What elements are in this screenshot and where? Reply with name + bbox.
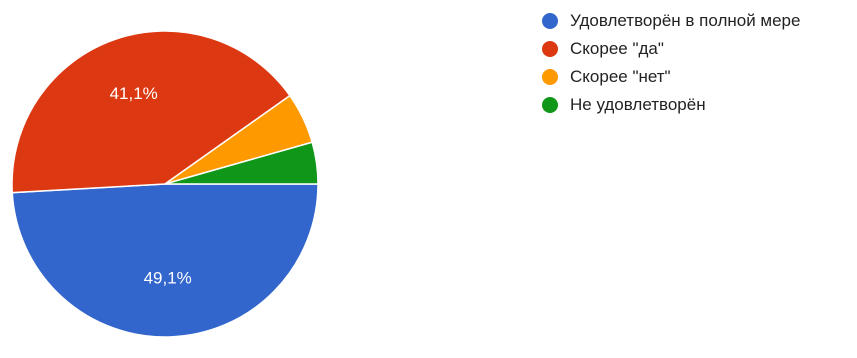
legend-label: Скорее "да" <box>570 39 664 58</box>
legend-swatch-not-satisfied <box>542 97 558 113</box>
slice-not-satisfied[interactable] <box>164 141 319 185</box>
legend-label: Скорее "нет" <box>570 67 671 86</box>
pie-svg: 49,1% 41,1% <box>11 30 319 338</box>
legend-swatch-rather-no <box>542 69 558 85</box>
slice-fully-satisfied[interactable] <box>11 183 319 338</box>
slice-rather-yes[interactable] <box>11 30 291 194</box>
legend-item-fully-satisfied[interactable]: Удовлетворён в полной мере <box>542 10 800 32</box>
legend-item-not-satisfied[interactable]: Не удовлетворён <box>542 94 800 116</box>
legend-swatch-fully-satisfied <box>542 13 558 29</box>
legend-label: Не удовлетворён <box>570 95 706 114</box>
data-label: 41,1% <box>110 84 158 103</box>
data-label: 49,1% <box>144 268 192 287</box>
legend-item-rather-no[interactable]: Скорее "нет" <box>542 66 800 88</box>
legend-item-rather-yes[interactable]: Скорее "да" <box>542 38 800 60</box>
legend-label: Удовлетворён в полной мере <box>570 11 801 30</box>
legend: Удовлетворён в полной мере Скорее "да" С… <box>542 10 800 116</box>
legend-swatch-rather-yes <box>542 41 558 57</box>
